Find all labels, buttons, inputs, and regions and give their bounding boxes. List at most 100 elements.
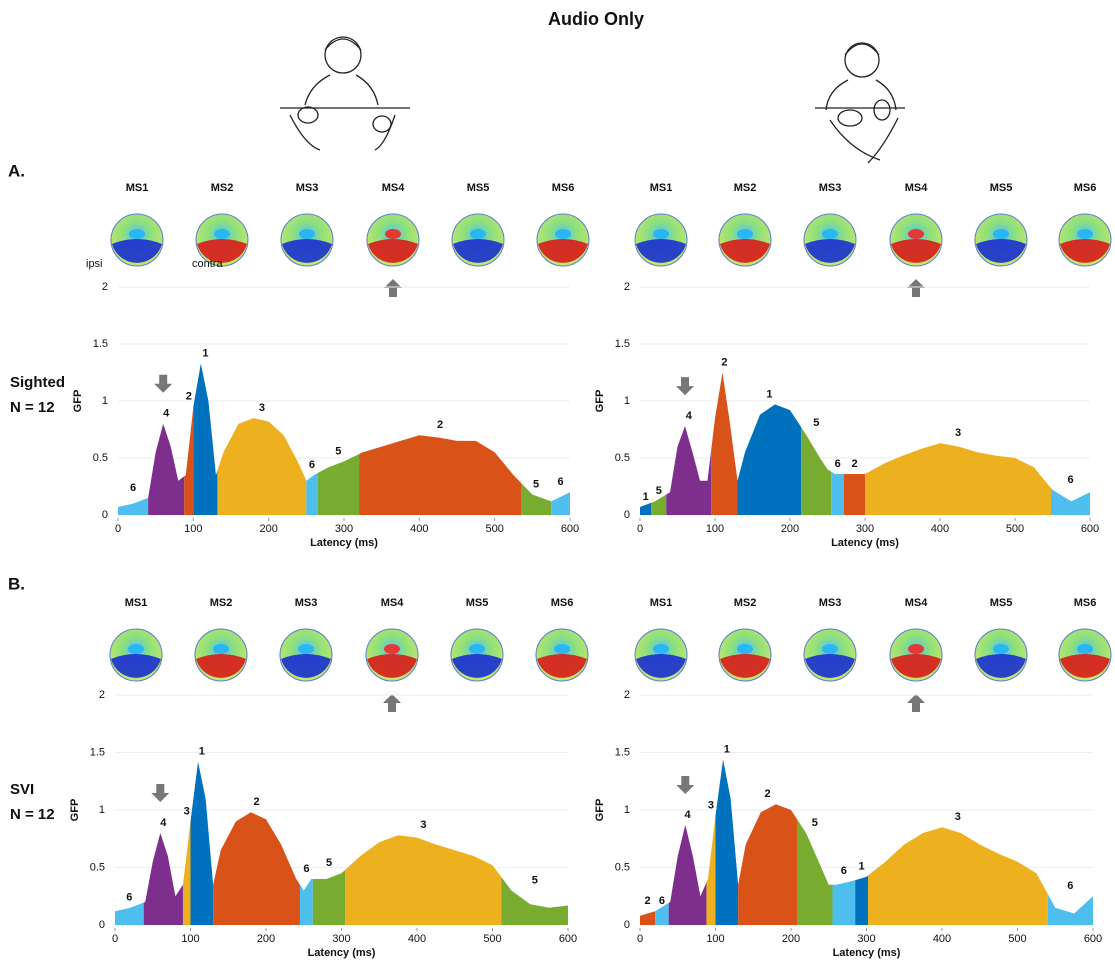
segment-label: 5 [532,874,538,886]
x-tick-label: 500 [483,933,501,945]
x-tick-label: 300 [856,523,874,535]
y-tick-label: 0 [99,919,105,931]
x-tick-label: 200 [259,523,277,535]
segment-label: 5 [813,417,819,429]
y-tick-label: 1.5 [615,338,630,350]
topomap-pattern [299,229,315,239]
segment-label: 3 [184,805,190,817]
y-tick-label: 0 [624,919,630,931]
segment-label: 6 [303,863,309,875]
segment-label: 2 [254,796,260,808]
segment-label: 3 [259,402,265,414]
segment-label: 5 [326,857,332,869]
x-tick-label: 500 [485,523,503,535]
x-tick-label: 100 [184,523,202,535]
microstate-label: MS1 [125,597,148,609]
y-tick-label: 1.5 [90,746,105,758]
x-tick-label: 600 [1081,523,1099,535]
segment-label: 4 [160,817,167,829]
x-axis-title: Latency (ms) [310,537,378,549]
x-tick-label: 0 [637,523,643,535]
topomap-pattern [993,644,1009,654]
segment-label: 3 [955,811,961,823]
segment-label: 6 [835,458,841,470]
topomap-pattern [129,229,145,239]
panel-label: B. [8,574,25,593]
y-tick-label: 0 [624,509,630,521]
segment-label: 6 [130,482,136,494]
segment-label: 6 [1067,474,1073,486]
x-tick-label: 100 [181,933,199,945]
topomap-pattern [470,229,486,239]
segment-label: 2 [186,391,192,403]
x-tick-label: 0 [115,523,121,535]
topomap-pattern [555,229,571,239]
segment-label: 6 [309,459,315,471]
segment-label: 1 [724,743,730,755]
segment-label: 2 [851,458,857,470]
y-tick-label: 0.5 [93,452,108,464]
annotation: ipsi [86,258,103,270]
y-tick-label: 1 [624,395,630,407]
y-tick-label: 1 [102,395,108,407]
microstate-label: MS2 [734,597,757,609]
group-label: Sighted [10,374,65,391]
x-tick-label: 400 [931,523,949,535]
x-tick-label: 400 [408,933,426,945]
segment-label: 1 [202,347,208,359]
segment-label: 4 [686,410,693,422]
microstate-label: MS6 [1074,182,1097,194]
x-tick-label: 100 [706,933,724,945]
illustration [280,37,410,150]
segment-label: 3 [420,819,426,831]
group-label: N = 12 [10,399,55,416]
annotation: contra [192,258,223,270]
topomap-pattern [1077,644,1093,654]
arrow [676,377,694,395]
group-label: N = 12 [10,806,55,823]
panel-label: A. [8,161,25,180]
x-tick-label: 400 [933,933,951,945]
y-tick-label: 1.5 [615,746,630,758]
segment-label: 4 [163,408,170,420]
microstate-label: MS5 [990,182,1013,194]
y-axis-title: GFP [594,390,606,413]
x-tick-label: 0 [637,933,643,945]
topomap-pattern [298,644,314,654]
segment-label: 1 [643,491,649,503]
microstate-label: MS1 [126,182,149,194]
microstate-label: MS2 [210,597,233,609]
microstate-label: MS6 [551,597,574,609]
segment-label: 5 [812,817,818,829]
arrow [907,279,925,297]
segment-label: 6 [841,865,847,877]
group-label: SVI [10,781,34,798]
illustration [815,43,905,163]
y-tick-label: 0 [102,509,108,521]
microstate-label: MS4 [905,182,929,194]
microstate-label: MS5 [466,597,489,609]
segment-label: 2 [644,895,650,907]
y-tick-label: 1 [624,804,630,816]
topomap-pattern [214,229,230,239]
arrow [676,776,694,794]
x-tick-label: 100 [706,523,724,535]
segment-label: 6 [126,892,132,904]
x-tick-label: 300 [335,523,353,535]
y-tick-label: 1 [99,804,105,816]
microstate-label: MS3 [296,182,319,194]
y-axis-title: GFP [69,799,81,822]
segment-label: 3 [955,427,961,439]
y-axis-title: GFP [594,799,606,822]
segment-label: 5 [533,478,539,490]
x-tick-label: 400 [410,523,428,535]
topomap-pattern [908,229,924,239]
segment-label: 4 [685,809,692,821]
microstate-label: MS6 [552,182,575,194]
arrow [384,279,402,297]
microstate-label: MS6 [1074,597,1097,609]
microstate-label: MS4 [382,182,406,194]
x-tick-label: 600 [1084,933,1102,945]
segment-label: 1 [199,746,205,758]
segment-label: 1 [766,388,772,400]
